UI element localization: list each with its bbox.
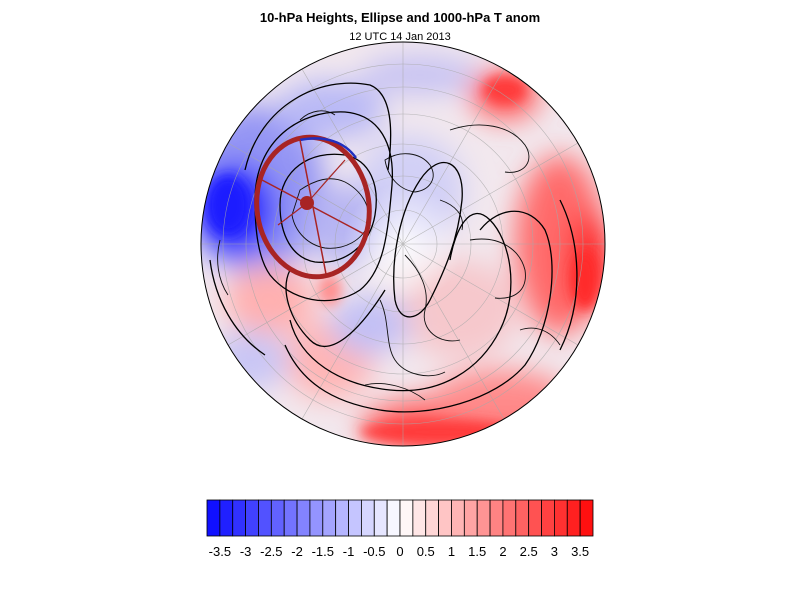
- colorbar-bin: [451, 499, 465, 537]
- colorbar-tick-label: 1.5: [468, 544, 486, 559]
- colorbar-bin: [296, 499, 311, 537]
- colorbar-bin: [425, 499, 440, 537]
- colorbar-bin: [489, 499, 504, 537]
- colorbar-bin: [219, 499, 234, 537]
- height-contours: [209, 82, 578, 413]
- colorbar-tick-label: -3.5: [209, 544, 231, 559]
- colorbar-bin: [399, 499, 414, 537]
- colorbar-tick-label: 0: [396, 544, 403, 559]
- colorbar-bin: [566, 499, 581, 537]
- coastlines: [217, 110, 561, 401]
- colorbar-bin: [232, 499, 246, 537]
- colorbar-tick-label: -2.5: [260, 544, 282, 559]
- colorbar-bin: [528, 499, 542, 537]
- colorbar-tick-label: 2.5: [520, 544, 538, 559]
- colorbar-bin: [335, 499, 349, 537]
- colorbar-tick-label: 0.5: [417, 544, 435, 559]
- colorbar-bin: [270, 499, 285, 537]
- colorbar-bin: [283, 499, 298, 537]
- colorbar-bin: [579, 499, 594, 537]
- colorbar-tick-label: -0.5: [363, 544, 385, 559]
- colorbar-bin: [258, 499, 272, 537]
- colorbar-bin: [206, 499, 221, 537]
- colorbar-tick-label: -1: [343, 544, 355, 559]
- colorbar-tick-label: 2: [499, 544, 506, 559]
- colorbar-bin: [502, 499, 517, 537]
- colorbar-bin: [438, 499, 452, 537]
- colorbar-tick-label: -3: [240, 544, 252, 559]
- colorbar-tick-label: 1: [448, 544, 455, 559]
- colorbar-tick-label: -2: [291, 544, 303, 559]
- colorbar-tick-label: -1.5: [312, 544, 334, 559]
- colorbar-bin: [515, 499, 530, 537]
- colorbar-tick-label: 3.5: [571, 544, 589, 559]
- colorbar-bin: [476, 499, 491, 537]
- colorbar-bin: [322, 499, 337, 537]
- colorbar-bin: [309, 499, 324, 537]
- colorbar-bin: [386, 499, 401, 537]
- plot-title: 10-hPa Heights, Ellipse and 1000-hPa T a…: [259, 10, 541, 25]
- colorbar-bin: [463, 499, 478, 537]
- colorbar-bin: [360, 499, 375, 537]
- colorbar-bin: [245, 499, 259, 537]
- colorbar-bin: [348, 499, 362, 537]
- colorbar-bin: [412, 499, 427, 537]
- plot-subtitle: 12 UTC 14 Jan 2013: [349, 31, 451, 43]
- colorbar-bin: [554, 499, 568, 537]
- globe-outline: [200, 41, 606, 447]
- vortex-ellipse: [254, 134, 372, 280]
- colorbar-bin: [373, 499, 388, 537]
- colorbar-bin: [541, 499, 555, 537]
- colorbar-tick-label: 3: [551, 544, 558, 559]
